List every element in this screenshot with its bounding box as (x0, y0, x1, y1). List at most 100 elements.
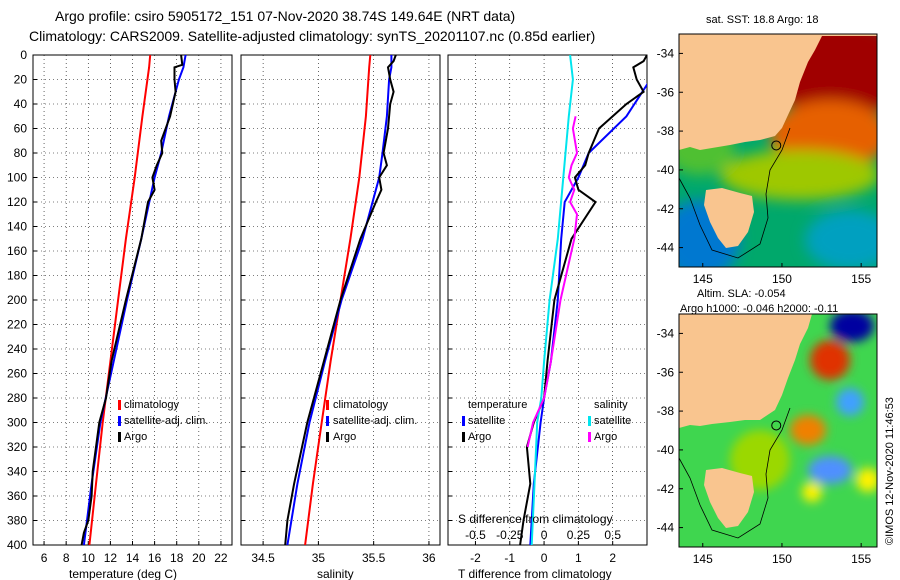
map-y-tick-label: -40 (657, 443, 675, 457)
series-s-argo (526, 116, 579, 448)
legend-swatch-satellite (326, 416, 329, 426)
sla-low-2 (808, 456, 852, 484)
x-tick-label: 36 (422, 551, 436, 565)
legend-label-climatology: climatology (333, 399, 389, 411)
legend-label-t-argo: Argo (468, 431, 491, 443)
depth-tick-label: 60 (14, 122, 28, 136)
salinity-grid (241, 54, 440, 546)
difference-grid (448, 54, 647, 546)
legend-title-temperature: temperature (468, 399, 527, 411)
sst-isobath (679, 127, 791, 259)
sla-high-1 (810, 340, 850, 380)
x-tick-label: 35.5 (362, 551, 386, 565)
sst-land-tasmania (704, 188, 754, 248)
series-satellite-adj-clim- (82, 55, 187, 545)
legend-label-climatology: climatology (124, 399, 180, 411)
sla-high-3 (802, 482, 822, 502)
sla-map-field (679, 314, 877, 547)
depth-tick-label: 80 (14, 146, 28, 160)
sla-high-2 (790, 415, 826, 445)
sst-argo-marker (771, 140, 782, 151)
depth-tick-label: 280 (7, 391, 27, 405)
sla-map-frame (678, 313, 878, 548)
legend-swatch-argo (326, 432, 329, 442)
temperature-xticks: 6 8 10 12 14 16 18 20 22 (41, 551, 228, 565)
depth-tick-label: 360 (7, 489, 27, 503)
x-tick-label: 0 (541, 551, 548, 565)
depth-tick-label: 240 (7, 342, 27, 356)
map-y-tick-label: -40 (657, 163, 675, 177)
salinity-series (284, 55, 397, 545)
sst-map-xticks: 145 150 155 (693, 263, 871, 286)
salinity-diff-ticks: -0.5 -0.25 0 0.25 0.5 (465, 528, 621, 542)
depth-tick-label: 400 (7, 538, 27, 552)
x-tick-label: 22 (214, 551, 228, 565)
map-x-tick-label: 150 (772, 552, 792, 566)
legend-label-t-satellite: satellite (468, 415, 505, 427)
legend-swatch-t-argo (462, 432, 465, 442)
sst-land-mainland (679, 34, 877, 150)
series-argo (80, 55, 184, 545)
x-tick-label: 1 (575, 551, 582, 565)
x-tick-label: 6 (41, 551, 48, 565)
difference-panel: -2 -1 0 1 2 -0.5 -0.25 0 0.25 0.5 S difference f… (447, 54, 648, 580)
x-tick-label: -1 (504, 551, 515, 565)
legend-swatch-argo (118, 432, 121, 442)
temperature-series (80, 55, 187, 545)
map-y-tick-label: -38 (657, 124, 675, 138)
depth-tick-label: 140 (7, 220, 27, 234)
sla-high-4 (856, 468, 877, 492)
sst-cool-east (805, 210, 877, 267)
legend-label-s-argo: Argo (594, 431, 617, 443)
salinity-diff-tick-label: -0.5 (465, 528, 486, 542)
difference-xticks: -2 -1 0 1 2 (470, 551, 616, 565)
sla-land-mainland (679, 314, 812, 428)
difference-legend-temperature: temperature satellite Argo (462, 399, 527, 443)
x-tick-label: 2 (609, 551, 616, 565)
difference-series (519, 55, 647, 545)
sla-map-xticks: 145 150 155 (693, 543, 871, 566)
map-y-tick-label: -36 (657, 365, 675, 379)
salinity-xlabel: salinity (317, 567, 354, 580)
x-tick-label: -2 (470, 551, 481, 565)
sst-map-field (679, 34, 877, 267)
map-x-tick-label: 145 (693, 272, 713, 286)
legend-label-s-satellite: satellite (594, 415, 631, 427)
legend-swatch-s-argo (588, 432, 591, 442)
salinity-diff-tick-label: -0.25 (496, 528, 524, 542)
salinity-diff-axis-label: S difference from climatology (458, 512, 613, 526)
temperature-grid (33, 54, 232, 546)
temperature-legend: climatology satellite-adj. clim. Argo (118, 399, 208, 443)
x-tick-label: 16 (148, 551, 162, 565)
series-t-satellite (529, 82, 647, 545)
temperature-xlabel: temperature (deg C) (69, 567, 177, 580)
footer-stamp: ©IMOS 12-Nov-2020 11:46:53 (884, 397, 896, 545)
depth-tick-label: 100 (7, 171, 27, 185)
sla-argo-marker (771, 420, 782, 431)
depth-tick-label: 160 (7, 244, 27, 258)
map-y-tick-label: -34 (657, 46, 675, 60)
map-x-tick-label: 145 (693, 552, 713, 566)
depth-tick-label: 300 (7, 416, 27, 430)
map-x-tick-label: 155 (851, 272, 871, 286)
salinity-legend: climatology satellite-adj. clim. Argo (326, 399, 417, 443)
difference-frame (447, 54, 648, 546)
x-tick-label: 14 (126, 551, 140, 565)
legend-label-argo: Argo (124, 431, 147, 443)
legend-label-satellite: satellite-adj. clim. (124, 415, 208, 427)
map-y-tick-label: -42 (657, 202, 675, 216)
salinity-diff-tick-label: 0 (541, 528, 548, 542)
salinity-diff-tick-label: 0.25 (567, 528, 591, 542)
series-climatology (304, 55, 372, 545)
sst-map-frame (678, 33, 878, 268)
sla-map: Altim. SLA: -0.054 Argo h1000: -0.046 h2… (657, 288, 878, 566)
sla-map-yticks: -34 -36 -38 -40 -42 -44 (657, 326, 683, 535)
map-y-tick-label: -34 (657, 326, 675, 340)
legend-title-salinity: salinity (594, 399, 628, 411)
title-line-2: Climatology: CARS2009. Satellite-adjuste… (29, 28, 595, 44)
depth-tick-label: 340 (7, 465, 27, 479)
legend-label-argo: Argo (333, 431, 356, 443)
x-tick-label: 8 (63, 551, 70, 565)
sla-land-tasmania (704, 468, 754, 528)
title-line-1: Argo profile: csiro 5905172_151 07-Nov-2… (55, 8, 515, 24)
